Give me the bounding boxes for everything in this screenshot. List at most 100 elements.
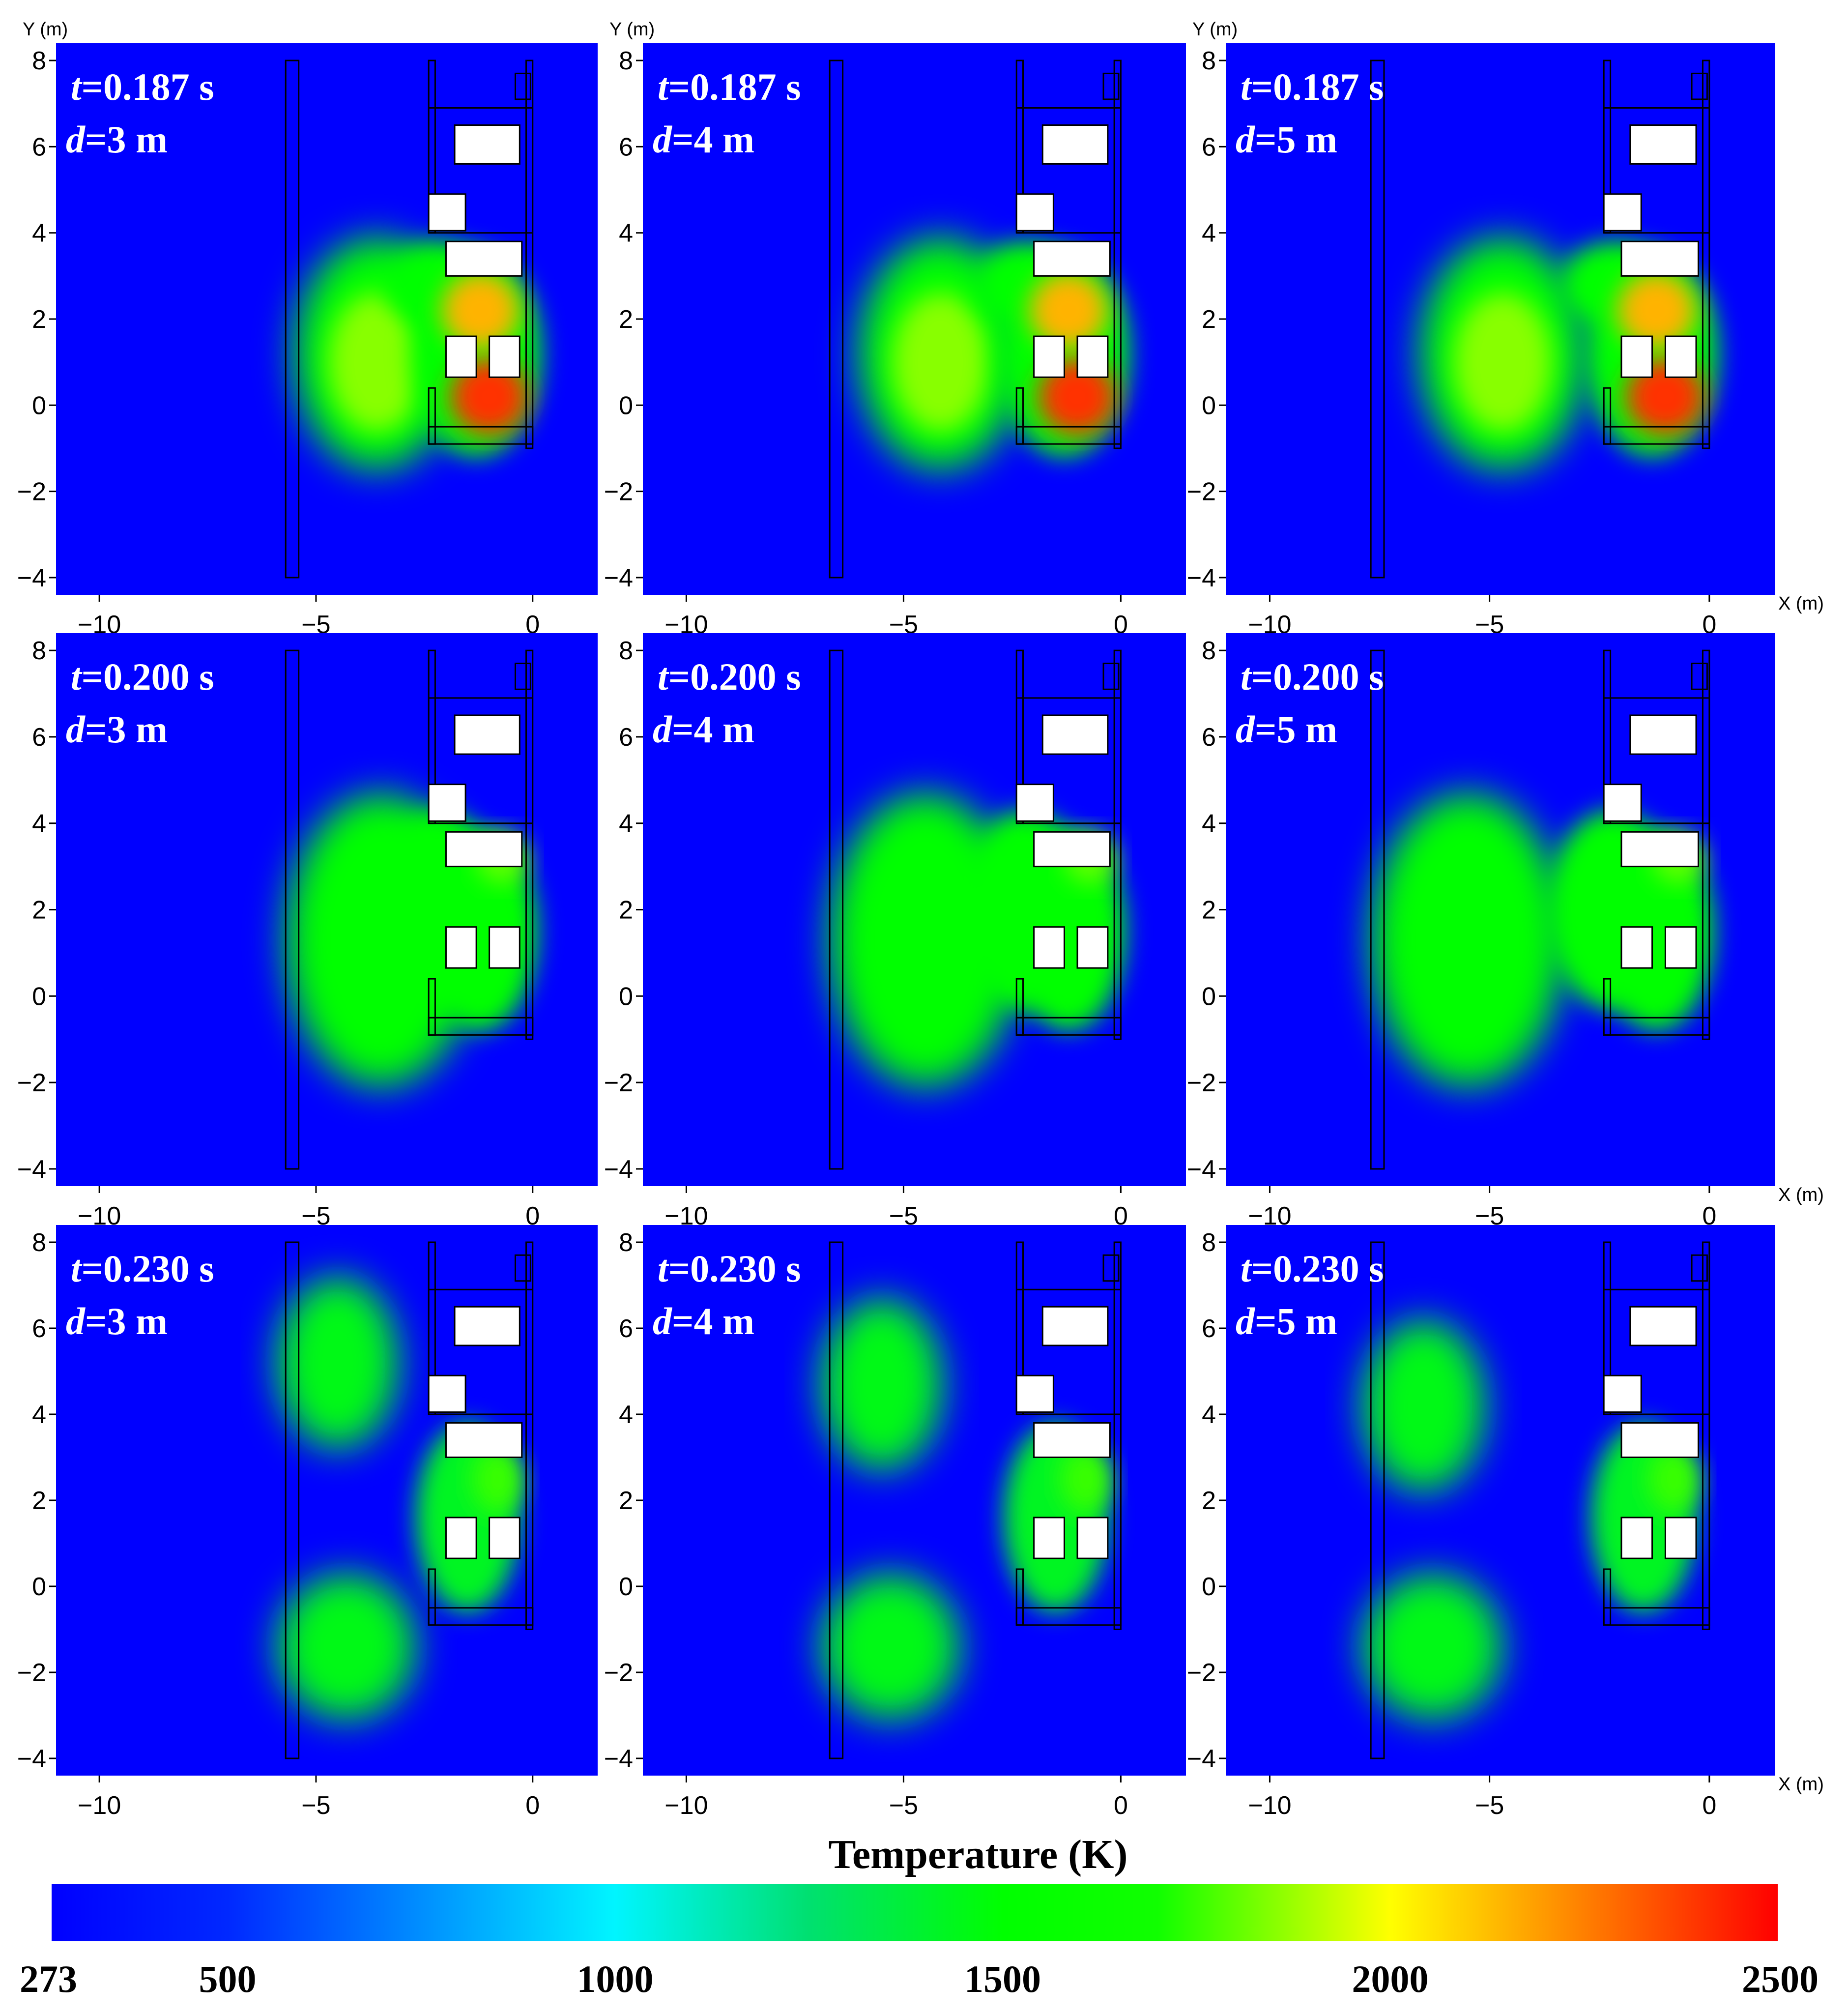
- y-tick-label: 0: [32, 982, 46, 1011]
- distance-label: d=3 m: [66, 1300, 168, 1343]
- temperature-contour: [277, 1573, 416, 1720]
- y-tick-label: 8: [1202, 1228, 1216, 1257]
- y-tick-label: 0: [1202, 391, 1216, 420]
- structure-post: [1113, 1241, 1122, 1630]
- obstacle-block: [445, 1517, 477, 1559]
- y-tick-label: −4: [1187, 1745, 1216, 1773]
- temperature-contour: [1029, 271, 1108, 350]
- obstacle-block: [1033, 1517, 1065, 1559]
- time-label: t=0.187 s: [71, 65, 214, 108]
- contour-panels: −10 −5 0 −4 −2 0 2 4 6 8 Y (m) t=0.187 s d=3 m −10 −5 0…: [17, 19, 1824, 1820]
- geometry-outline: [1370, 649, 1710, 1170]
- obstacle-block: [1664, 926, 1697, 969]
- hot-gas-region: [1362, 1319, 1701, 1720]
- geometry-outline: [1370, 1241, 1710, 1759]
- y-tick-label: −4: [1187, 564, 1216, 592]
- x-tick-label: 0: [1702, 1791, 1716, 1820]
- structure-base: [1015, 1017, 1122, 1036]
- colorbar-tick-labels: 273 500 1000 1500 2000 2500: [20, 1957, 1819, 2000]
- distance-label: d=5 m: [1236, 1300, 1337, 1343]
- y-tick-label: 8: [619, 637, 633, 665]
- temperature-contour: [441, 271, 520, 350]
- colorbar-tick-label: 500: [199, 1957, 256, 2000]
- y-tick-label: 0: [32, 1573, 46, 1601]
- temperature-contour: [1371, 793, 1564, 1087]
- barrier-wall: [1370, 59, 1385, 579]
- obstacle-block: [445, 1422, 523, 1458]
- y-tick-label: 0: [619, 1573, 633, 1601]
- y-tick-label: 6: [32, 723, 46, 752]
- temperature-contour: [893, 293, 988, 431]
- structure-post: [1702, 1241, 1710, 1630]
- y-tick-label: −4: [17, 1155, 46, 1184]
- y-tick-label: 6: [1202, 1314, 1216, 1343]
- y-tick-label: 0: [619, 391, 633, 420]
- obstacle-block: [1620, 335, 1653, 378]
- barrier-wall: [829, 59, 844, 579]
- contour-panel: −10 −5 0 −4 −2 0 2 4 6 8 t=0.230 s d=3 m: [17, 1225, 598, 1820]
- y-tick-label: 2: [32, 896, 46, 925]
- time-label: t=0.187 s: [658, 65, 801, 108]
- y-tick-label: 8: [1202, 47, 1216, 75]
- time-label: t=0.230 s: [71, 1247, 214, 1290]
- y-tick-label: 6: [619, 133, 633, 161]
- x-tick-label: 0: [525, 1791, 540, 1820]
- time-label: t=0.200 s: [658, 655, 801, 698]
- contour-panel: −10 −5 0 −4 −2 0 2 4 6 8 t=0.230 s d=4 m: [604, 1225, 1186, 1820]
- obstacle-block: [1033, 1422, 1111, 1458]
- barrier-wall: [829, 649, 844, 1170]
- temperature-contour: [1060, 1444, 1112, 1514]
- structure-base: [428, 1017, 534, 1036]
- obstacle-block: [1620, 926, 1653, 969]
- structure-post: [1702, 59, 1710, 449]
- temperature-contour: [1362, 1319, 1485, 1492]
- panel-axes: −10 −5 0 −4 −2 0 2 4 6 8: [604, 1228, 1128, 1820]
- obstacle-block: [1620, 1517, 1653, 1559]
- y-tick-label: −2: [604, 1659, 633, 1687]
- distance-label: d=5 m: [1236, 708, 1337, 751]
- y-tick-label: 4: [1202, 1401, 1216, 1429]
- y-tick-label: 6: [32, 1314, 46, 1343]
- y-tick-label: 4: [619, 1401, 633, 1429]
- structure-post: [525, 649, 534, 1040]
- colorbar: Temperature (K) 273 500 1000 1500 2000 2500: [20, 1832, 1819, 2000]
- structure-base: [1603, 1017, 1710, 1036]
- x-tick-label: −5: [889, 1791, 918, 1820]
- y-tick-label: 8: [32, 637, 46, 665]
- y-tick-label: 4: [1202, 810, 1216, 838]
- y-tick-label: 2: [32, 305, 46, 334]
- obstacle-block: [489, 1517, 520, 1559]
- structure-post: [1113, 59, 1122, 449]
- barrier-wall: [829, 1241, 844, 1759]
- temperature-contour: [277, 1277, 399, 1449]
- obstacle-block: [1076, 335, 1109, 378]
- obstacle-block: [445, 335, 477, 378]
- y-tick-label: 2: [32, 1487, 46, 1515]
- time-label: t=0.187 s: [1241, 65, 1384, 108]
- panel-annotation: t=0.200 s d=4 m: [653, 655, 801, 751]
- hot-gas-region: [858, 237, 1130, 470]
- barrier-wall: [1370, 1241, 1385, 1759]
- obstacle-block: [445, 831, 523, 868]
- x-tick-label: −5: [301, 1791, 330, 1820]
- structure-base: [1015, 426, 1122, 445]
- geometry-outline: [829, 59, 1122, 579]
- obstacle-block: [445, 240, 523, 277]
- structure-box: [514, 1254, 531, 1282]
- y-tick-label: −2: [604, 478, 633, 506]
- obstacle-block: [1033, 240, 1111, 277]
- colorbar-tick-label: 2500: [1742, 1957, 1819, 2000]
- obstacle-block: [1033, 926, 1065, 969]
- obstacle-block: [428, 784, 466, 822]
- y-tick-label: −2: [1187, 1659, 1216, 1687]
- y-tick-label: −4: [17, 564, 46, 592]
- geometry-outline: [285, 59, 534, 579]
- panel-annotation: t=0.230 s d=3 m: [66, 1247, 214, 1343]
- y-tick-label: −2: [17, 1069, 46, 1097]
- distance-label: d=3 m: [66, 118, 168, 161]
- obstacle-block: [1076, 926, 1109, 969]
